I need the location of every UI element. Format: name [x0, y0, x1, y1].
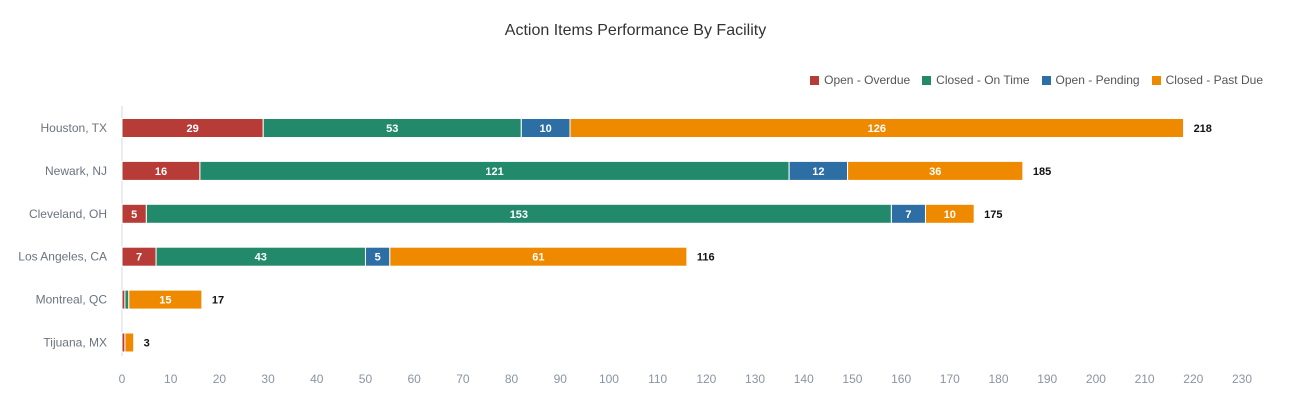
- legend-swatch: [1041, 75, 1051, 85]
- x-tick-label: 150: [842, 372, 862, 386]
- segment-label: 29: [186, 123, 198, 135]
- segment-label: 53: [386, 123, 398, 135]
- x-tick-label: 160: [891, 372, 911, 386]
- x-tick-label: 180: [989, 372, 1009, 386]
- bar-segment: [128, 289, 203, 310]
- category-label: Montreal, QC: [36, 293, 108, 307]
- x-tick-label: 60: [407, 372, 421, 386]
- legend-label: Closed - Past Due: [1165, 73, 1263, 87]
- segment-label: 12: [812, 166, 824, 178]
- segment-label: 126: [868, 123, 886, 135]
- x-tick-label: 100: [599, 372, 619, 386]
- x-tick-label: 40: [310, 372, 324, 386]
- segment-label: 5: [131, 209, 137, 221]
- category-label: Cleveland, OH: [29, 207, 107, 221]
- segment-label: 10: [540, 123, 552, 135]
- x-tick-label: 210: [1135, 372, 1155, 386]
- legend-label: Closed - On Time: [936, 73, 1030, 87]
- x-tick-label: 140: [794, 372, 814, 386]
- legend-label: Open - Pending: [1055, 73, 1140, 87]
- bar-segment: [924, 203, 975, 224]
- category-label: Houston, TX: [41, 121, 107, 135]
- total-label: 116: [697, 252, 715, 264]
- x-tick-label: 120: [696, 372, 716, 386]
- legend-item[interactable]: Closed - Past Due: [1151, 73, 1263, 87]
- segment-label: 61: [532, 252, 544, 264]
- bar-segment: [124, 332, 135, 353]
- total-label: 175: [984, 209, 1002, 221]
- category-label: Tijuana, MX: [43, 336, 107, 350]
- bar-segment: [389, 246, 688, 267]
- x-tick-label: 230: [1232, 372, 1252, 386]
- x-tick-label: 200: [1086, 372, 1106, 386]
- x-tick-label: 110: [648, 372, 667, 386]
- x-tick-label: 20: [213, 372, 227, 386]
- x-tick-label: 220: [1183, 372, 1203, 386]
- x-tick-label: 30: [261, 372, 275, 386]
- legend-item[interactable]: Closed - On Time: [922, 73, 1030, 87]
- x-tick-label: 190: [1037, 372, 1057, 386]
- legend-item[interactable]: Open - Overdue: [810, 73, 910, 87]
- total-label: 3: [144, 338, 150, 350]
- segment-label: 7: [136, 252, 142, 264]
- legend-item[interactable]: Open - Pending: [1041, 73, 1140, 87]
- segment-label: 10: [944, 209, 956, 221]
- x-tick-label: 70: [456, 372, 470, 386]
- bar-segment: [847, 160, 1024, 181]
- segment-label: 121: [485, 166, 503, 178]
- legend: Open - Overdue Closed - On Time Open - Pen…: [810, 73, 1263, 87]
- x-tick-label: 50: [359, 372, 373, 386]
- x-tick-label: 0: [119, 372, 126, 386]
- category-label: Newark, NJ: [45, 164, 107, 178]
- total-label: 185: [1033, 166, 1051, 178]
- x-tick-label: 10: [164, 372, 178, 386]
- segment-label: 16: [155, 166, 167, 178]
- x-tick-label: 130: [745, 372, 765, 386]
- chart-title: Action Items Performance By Facility: [504, 22, 767, 39]
- total-label: 17: [212, 295, 224, 307]
- x-tick-label: 170: [940, 372, 960, 386]
- segment-label: 5: [375, 252, 381, 264]
- bar-segment: [124, 289, 130, 310]
- category-label: Los Angeles, CA: [18, 250, 107, 264]
- segment-label: 153: [510, 209, 528, 221]
- x-tick-label: 80: [505, 372, 519, 386]
- bar-segment: [569, 118, 1185, 138]
- x-tick-label: 90: [554, 372, 568, 386]
- total-label: 218: [1194, 123, 1212, 135]
- legend-swatch: [810, 75, 820, 85]
- legend-swatch: [1151, 75, 1161, 85]
- segment-label: 36: [929, 166, 941, 178]
- legend-swatch: [922, 75, 932, 85]
- segment-label: 15: [159, 295, 171, 307]
- legend-label: Open - Overdue: [824, 73, 911, 87]
- segment-label: 7: [905, 209, 911, 221]
- segment-label: 43: [255, 252, 267, 264]
